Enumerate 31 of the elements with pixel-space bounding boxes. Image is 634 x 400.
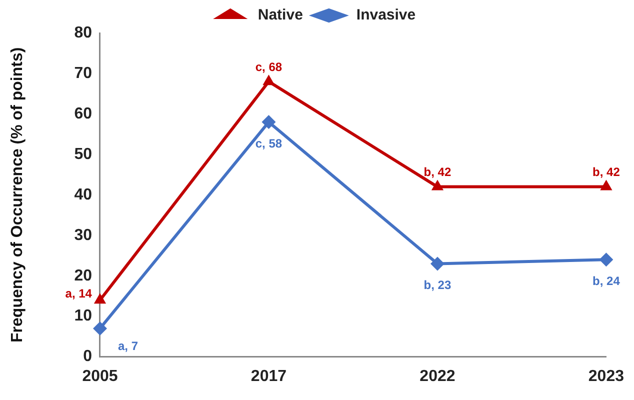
y-tick-label: 50 [74, 146, 92, 163]
point [94, 293, 106, 304]
y-tick-label: 60 [74, 105, 92, 122]
data-label: b, 42 [424, 165, 452, 180]
legend-label: Invasive [356, 6, 416, 24]
point [431, 180, 444, 190]
data-label: b, 24 [592, 274, 620, 288]
data-label: b, 42 [592, 165, 620, 180]
y-tick-label: 40 [74, 186, 92, 204]
x-tick-label: 2017 [250, 368, 287, 385]
y-tick-label: 20 [74, 267, 92, 284]
data-label: c, 58 [255, 136, 282, 150]
x-tick-label: 2023 [588, 368, 624, 385]
point [430, 256, 444, 271]
data-label: c, 68 [255, 60, 282, 74]
y-tick-label: 0 [83, 348, 92, 366]
y-tick-label: 30 [74, 226, 92, 244]
x-tick-label: 2022 [420, 368, 456, 385]
y-tick-label: 80 [74, 24, 92, 42]
data-label: a, 7 [118, 338, 138, 353]
y-tick-label: 10 [74, 308, 92, 325]
y-tick-label: 70 [74, 64, 92, 82]
point [262, 74, 275, 86]
legend-label: Native [258, 6, 303, 24]
data-label: a, 14 [65, 286, 92, 300]
point [599, 252, 614, 267]
y-axis-title: Frequency of Occurrence (% of points) [9, 47, 26, 342]
x-tick-label: 2005 [82, 368, 118, 385]
data-label: b, 23 [424, 278, 452, 292]
point [600, 180, 612, 190]
point [92, 321, 107, 336]
